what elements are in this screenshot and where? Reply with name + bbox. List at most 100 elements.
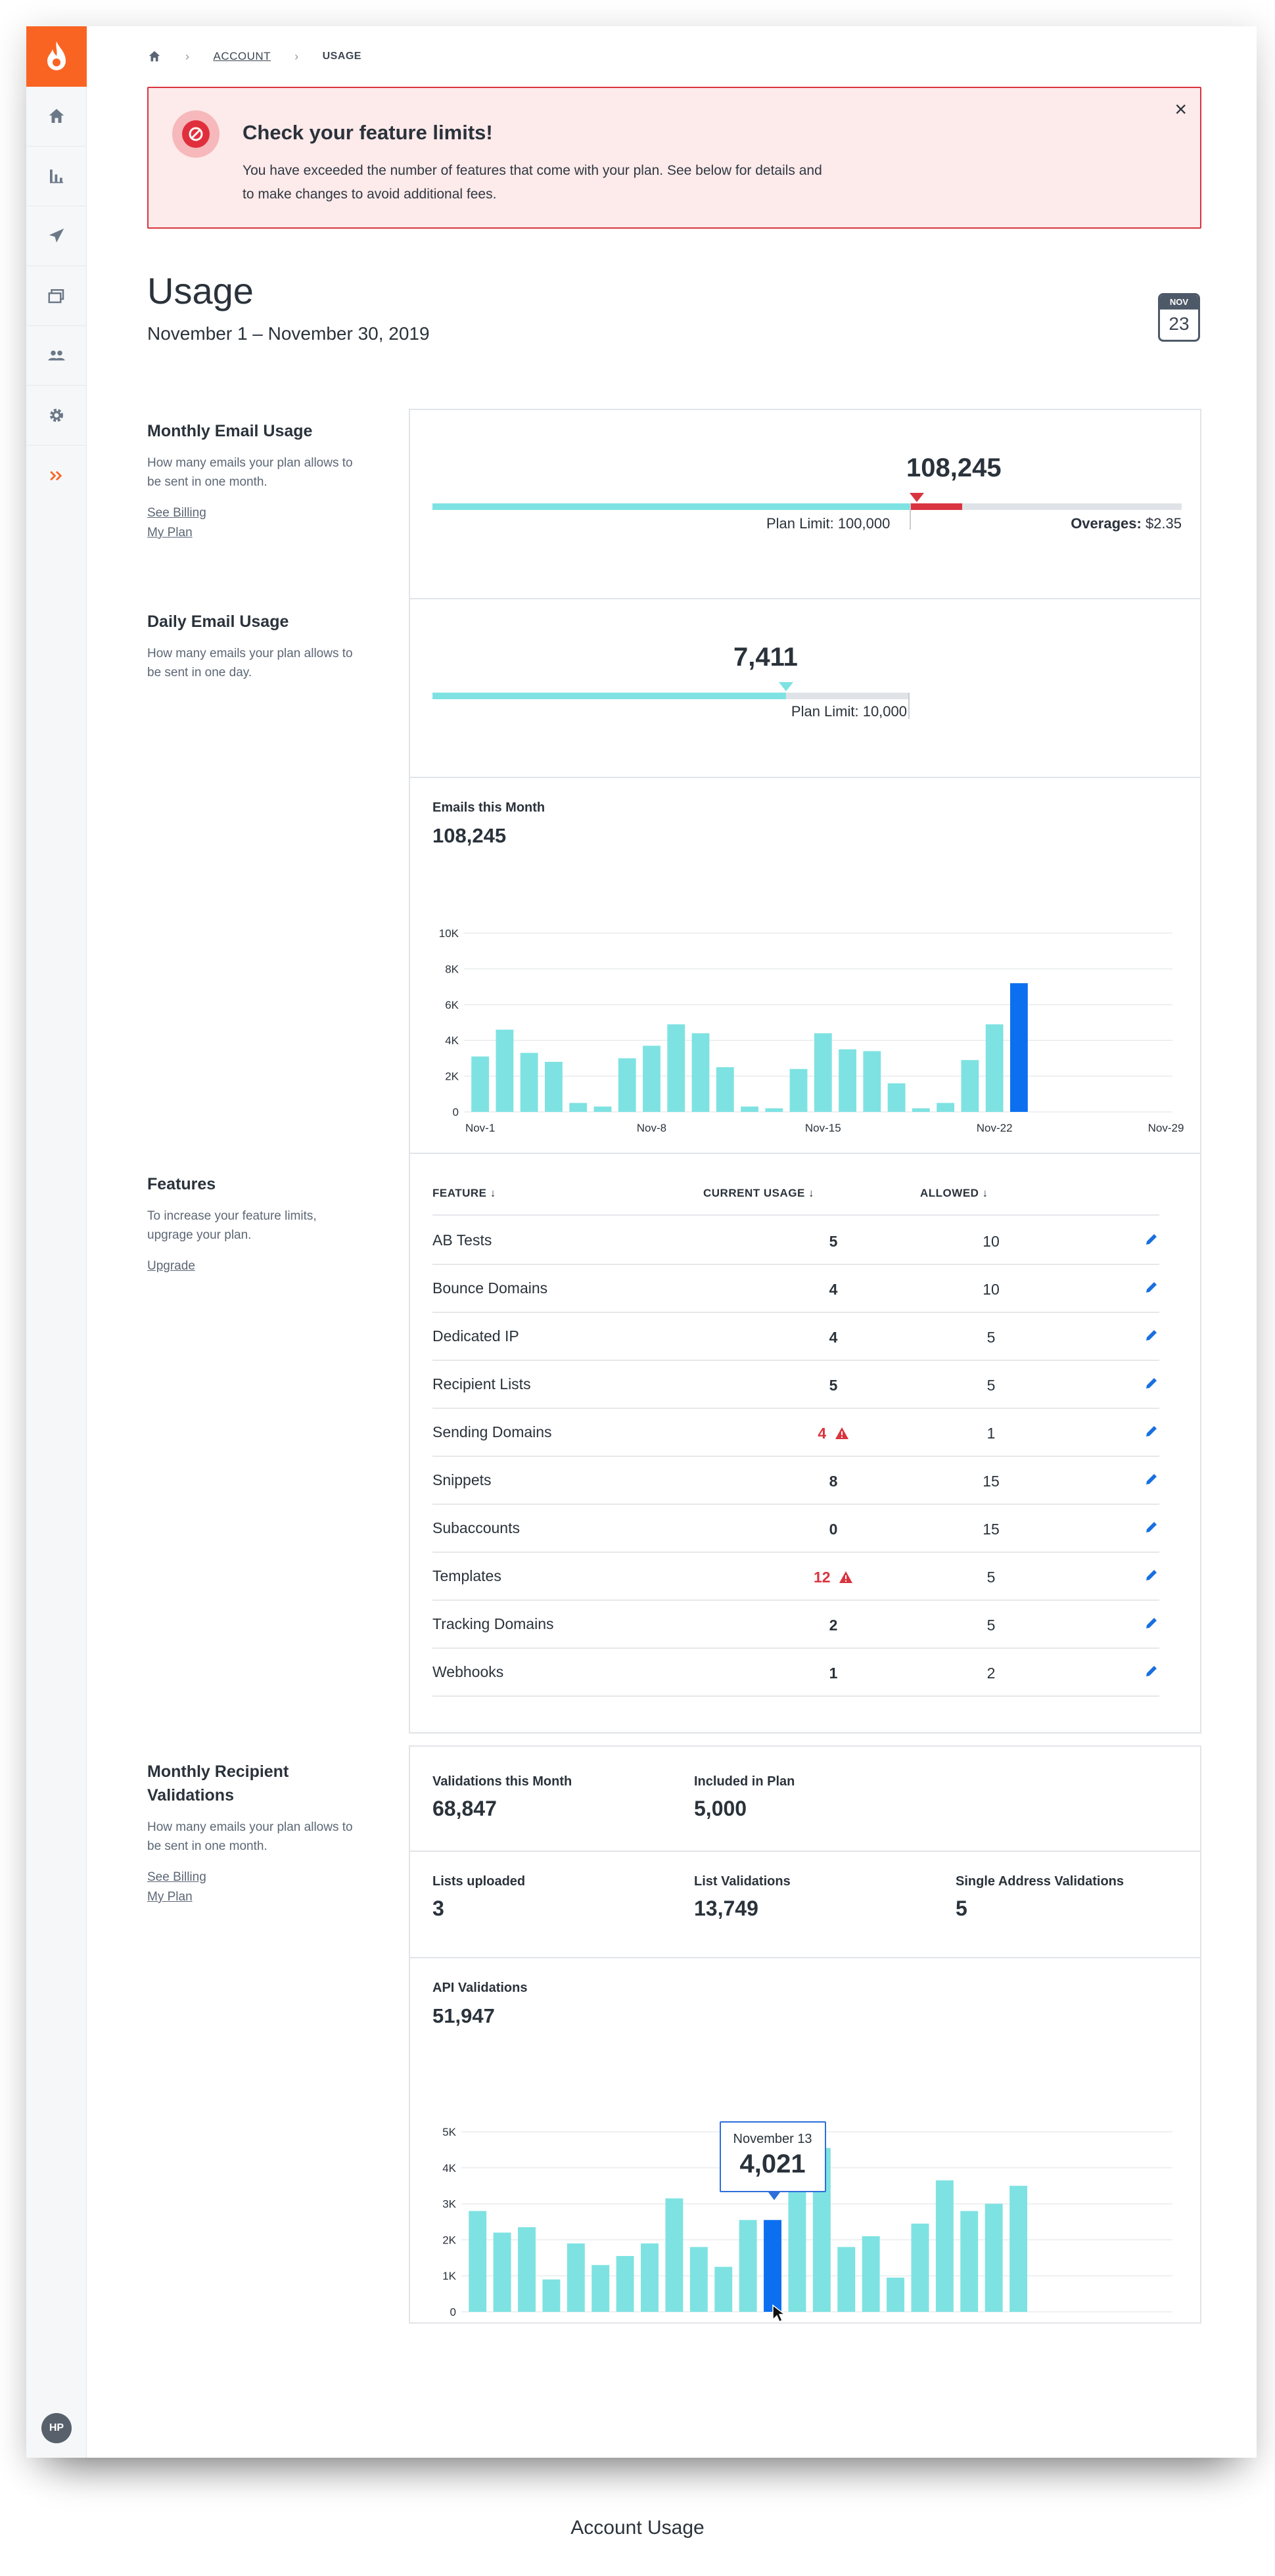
pencil-icon[interactable]	[1144, 1567, 1159, 1583]
feature-usage-value: 4	[829, 1281, 838, 1298]
section-title: Daily Email Usage	[147, 612, 289, 631]
col-feature[interactable]: FEATURE ↓	[432, 1187, 496, 1200]
bar[interactable]	[937, 1103, 955, 1112]
pencil-icon[interactable]	[1144, 1231, 1159, 1247]
pencil-icon[interactable]	[1144, 1423, 1159, 1439]
nav-reports[interactable]	[26, 147, 87, 206]
table-row: Recipient Lists 5 5	[432, 1361, 1159, 1409]
my-plan-link[interactable]: My Plan	[147, 1890, 193, 1904]
bar[interactable]	[912, 1108, 930, 1112]
nav-settings[interactable]	[26, 386, 87, 446]
y-tick-label: 3K	[442, 2198, 456, 2211]
bar[interactable]	[667, 1024, 685, 1112]
pencil-icon[interactable]	[1144, 1663, 1159, 1679]
upgrade-link[interactable]: Upgrade	[147, 1259, 195, 1273]
table-row: Snippets 8 15	[432, 1457, 1159, 1505]
bar[interactable]	[493, 2232, 511, 2312]
nav-templates[interactable]	[26, 266, 87, 326]
bar[interactable]	[665, 2198, 684, 2312]
bar[interactable]	[618, 1058, 636, 1112]
prohibited-icon	[172, 110, 220, 158]
my-plan-link[interactable]: My Plan	[147, 526, 193, 540]
mouse-cursor-icon	[772, 2304, 786, 2323]
feature-usage-value: 5	[829, 1377, 838, 1394]
close-icon[interactable]: ×	[1174, 97, 1187, 121]
bar[interactable]	[739, 2220, 757, 2312]
avatar[interactable]: HP	[41, 2413, 72, 2443]
bar[interactable]	[935, 2180, 954, 2312]
col-usage[interactable]: CURRENT USAGE ↓	[703, 1187, 814, 1200]
home-icon[interactable]	[147, 49, 162, 64]
nav-users[interactable]	[26, 326, 87, 386]
pencil-icon[interactable]	[1144, 1327, 1159, 1343]
bar[interactable]	[591, 2265, 610, 2312]
bar[interactable]	[691, 1033, 710, 1112]
bar[interactable]	[741, 1106, 758, 1112]
bar[interactable]	[714, 2266, 733, 2312]
feature-allowed: 10	[983, 1233, 1000, 1250]
pencil-icon[interactable]	[1144, 1519, 1159, 1535]
arrow-down-icon: ↓	[490, 1187, 496, 1199]
bar[interactable]	[985, 2203, 1003, 2312]
bar[interactable]	[542, 2279, 561, 2312]
pencil-icon[interactable]	[1144, 1279, 1159, 1295]
listval-label: List Validations	[694, 1874, 791, 1889]
see-billing-link[interactable]: See Billing	[147, 1870, 206, 1884]
bar[interactable]	[887, 1083, 906, 1112]
bar[interactable]	[593, 1106, 612, 1112]
bar[interactable]	[643, 1046, 661, 1112]
bar[interactable]	[469, 2211, 487, 2312]
templates-icon	[48, 289, 64, 304]
bar[interactable]	[520, 1053, 538, 1112]
pencil-icon[interactable]	[1144, 1471, 1159, 1487]
validations-panel: Validations this Month 68,847 Included i…	[409, 1745, 1201, 2324]
see-billing-link[interactable]: See Billing	[147, 506, 206, 520]
logo-flame-icon[interactable]	[26, 26, 87, 87]
bar[interactable]	[788, 2186, 806, 2312]
feature-usage-value: 12	[814, 1569, 831, 1586]
table-row: AB Tests 5 10	[432, 1217, 1159, 1265]
bar-highlighted[interactable]	[764, 2220, 782, 2312]
bar[interactable]	[961, 1060, 979, 1112]
bar[interactable]	[1009, 2186, 1028, 2312]
table-row: Sending Domains 4 1	[432, 1409, 1159, 1457]
bar[interactable]	[887, 2277, 905, 2312]
bar[interactable]	[960, 2211, 979, 2312]
bar[interactable]	[716, 1067, 734, 1112]
bar[interactable]	[789, 1069, 808, 1112]
nav-expand[interactable]	[26, 446, 87, 505]
breadcrumb-account-link[interactable]: ACCOUNT	[213, 50, 271, 62]
bar[interactable]	[814, 1033, 832, 1112]
bar[interactable]	[839, 1049, 856, 1112]
col-allowed[interactable]: ALLOWED ↓	[920, 1187, 988, 1200]
nav-sending[interactable]	[26, 206, 87, 266]
monthly-usage-info: Monthly Email Usage How many emails your…	[147, 419, 358, 543]
bar[interactable]	[765, 1108, 783, 1112]
bar[interactable]	[689, 2247, 708, 2312]
bar[interactable]	[518, 2227, 536, 2312]
bar[interactable]	[641, 2243, 659, 2312]
nav-home[interactable]	[26, 87, 87, 147]
bar[interactable]	[616, 2256, 634, 2312]
bar[interactable]	[985, 1024, 1004, 1112]
feature-usage: 4	[800, 1425, 866, 1442]
bar[interactable]	[862, 2236, 880, 2312]
feature-usage-value: 5	[829, 1233, 838, 1250]
bar[interactable]	[569, 1103, 588, 1112]
feature-name: Templates	[432, 1567, 501, 1584]
feature-name: AB Tests	[432, 1231, 492, 1249]
expand-chevrons-icon	[50, 471, 62, 480]
pencil-icon[interactable]	[1144, 1375, 1159, 1391]
bar[interactable]	[567, 2243, 585, 2312]
bar[interactable]	[496, 1029, 514, 1112]
bar[interactable]	[911, 2223, 929, 2312]
calendar-icon[interactable]: NOV 23	[1158, 293, 1200, 342]
feature-allowed: 15	[983, 1473, 1000, 1490]
bar[interactable]	[863, 1051, 881, 1112]
bar[interactable]	[471, 1056, 490, 1112]
pencil-icon[interactable]	[1144, 1615, 1159, 1631]
bar-highlighted[interactable]	[1010, 983, 1028, 1112]
bar[interactable]	[545, 1061, 563, 1112]
monthly-plan-limit: Plan Limit: 100,000	[766, 515, 891, 532]
bar[interactable]	[837, 2247, 856, 2312]
